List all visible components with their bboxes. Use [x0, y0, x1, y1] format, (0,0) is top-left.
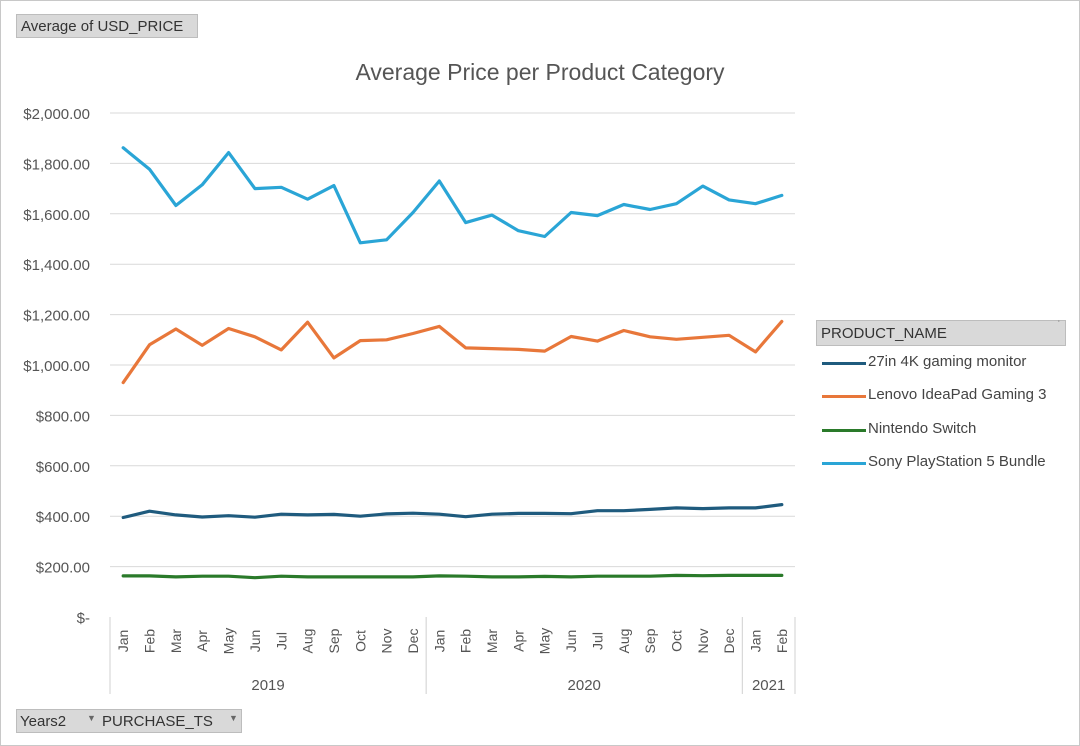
- x-tick-label: Apr: [194, 630, 210, 652]
- series-lines: [121, 146, 784, 580]
- dropdown-arrow-icon: ˙: [1057, 320, 1061, 331]
- y-tick-label: $1,000.00: [23, 358, 90, 375]
- dropdown-arrow-icon[interactable]: ▼: [229, 713, 238, 723]
- value-field-button[interactable]: Average of USD_PRICE: [16, 14, 198, 38]
- y-tick-label: $1,800.00: [23, 156, 90, 173]
- legend-swatch: [822, 362, 866, 365]
- y-tick-label: $1,400.00: [23, 257, 90, 274]
- series-line: [121, 503, 784, 520]
- x-tick-label: Jan: [115, 630, 131, 653]
- purchase-ts-field-button[interactable]: PURCHASE_TS: [102, 713, 213, 730]
- series-line: [121, 573, 784, 580]
- year-group-label: 2020: [568, 677, 601, 694]
- x-tick-label: Dec: [405, 629, 421, 654]
- y-tick-label: $200.00: [36, 560, 90, 577]
- x-tick-label: Nov: [379, 629, 395, 654]
- x-tick-label: Nov: [695, 629, 711, 654]
- x-tick-label: Feb: [142, 629, 158, 653]
- legend-label: 27in 4K gaming monitor: [868, 353, 1027, 370]
- x-tick-label: Apr: [510, 630, 526, 652]
- x-tick-label: Jun: [563, 630, 579, 653]
- x-tick-label: Feb: [774, 629, 790, 653]
- years-field-button[interactable]: Years2: [20, 713, 67, 730]
- year-group-label: 2021: [752, 677, 785, 694]
- x-tick-label: Oct: [352, 630, 368, 652]
- legend-label: Sony PlayStation 5 Bundle: [868, 453, 1046, 470]
- y-tick-label: $800.00: [36, 408, 90, 425]
- x-tick-label: May: [221, 628, 237, 654]
- y-tick-label: $1,200.00: [23, 308, 90, 325]
- x-axis: Jan Feb Mar Apr May Jun Jul Aug Sep Oct Nov Dec Jan F…: [109, 617, 796, 694]
- x-tick-label: Jul: [273, 632, 289, 650]
- legend-label: Nintendo Switch: [868, 420, 977, 437]
- y-tick-label: $2,000.00: [23, 106, 90, 123]
- legend-label: Lenovo IdeaPad Gaming 3: [868, 386, 1047, 403]
- x-tick-label: Sep: [642, 628, 658, 653]
- x-tick-label: Dec: [721, 629, 737, 654]
- x-tick-label: Jun: [247, 630, 263, 653]
- y-tick-label: $1,600.00: [23, 207, 90, 224]
- x-tick-label: Sep: [326, 628, 342, 653]
- x-tick-label: Jan: [747, 630, 763, 653]
- y-axis-tick-labels: $- $200.00 $400.00 $600.00 $800.00 $1,000.00 $…: [23, 106, 90, 627]
- y-tick-label: $-: [77, 610, 90, 627]
- x-tick-label: Oct: [668, 630, 684, 652]
- series-line: [121, 146, 784, 245]
- series-line: [121, 319, 784, 385]
- x-tick-label: Aug: [616, 629, 632, 654]
- x-tick-label: Feb: [458, 629, 474, 653]
- x-tick-label: Jan: [431, 630, 447, 653]
- dropdown-arrow-icon[interactable]: ▼: [87, 713, 96, 723]
- y-tick-label: $400.00: [36, 509, 90, 526]
- y-tick-label: $600.00: [36, 459, 90, 476]
- legend-field-label: PRODUCT_NAME: [821, 325, 947, 342]
- x-tick-label: Mar: [168, 629, 184, 653]
- legend-swatch: [822, 462, 866, 465]
- x-tick-label: May: [537, 628, 553, 654]
- year-group-label: 2019: [251, 677, 284, 694]
- legend-swatch: [822, 429, 866, 432]
- legend-swatch: [822, 395, 866, 398]
- gridlines: [110, 112, 795, 568]
- legend-field-button[interactable]: PRODUCT_NAME ˙: [816, 320, 1066, 346]
- x-tick-label: Jul: [589, 632, 605, 650]
- axis-field-buttons: Years2 ▼ PURCHASE_TS ▼: [16, 709, 242, 733]
- x-tick-label: Aug: [300, 629, 316, 654]
- chart-title: Average Price per Product Category: [355, 59, 725, 85]
- x-tick-label: Mar: [484, 629, 500, 653]
